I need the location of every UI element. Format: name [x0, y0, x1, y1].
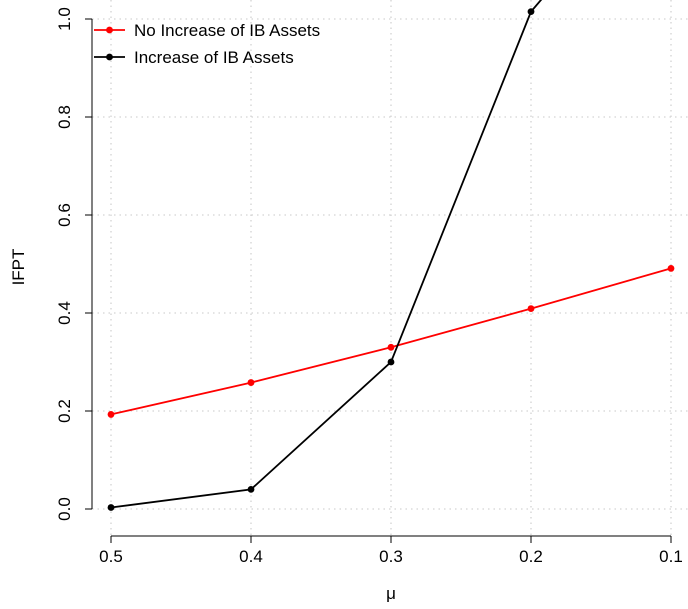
legend-marker: [106, 26, 113, 34]
y-tick-label: 0.6: [55, 203, 74, 227]
series-0-point: [667, 265, 675, 272]
y-tick-label: 0.8: [55, 105, 74, 129]
series-1-point: [247, 486, 255, 493]
series-1-point: [527, 8, 535, 16]
y-tick-label: 0.4: [55, 301, 74, 325]
y-tick-label: 0.0: [55, 497, 74, 521]
x-tick-label: 0.1: [659, 547, 683, 566]
series-1-point: [107, 504, 115, 511]
legend-label: No Increase of IB Assets: [134, 21, 320, 40]
series-0-point: [387, 343, 395, 351]
legend-label: Increase of IB Assets: [134, 48, 294, 67]
series-0-point: [107, 411, 115, 418]
legend: No Increase of IB Assets Increase of IB A…: [94, 21, 320, 67]
x-axis-label: μ: [386, 584, 396, 603]
x-tick-label: 0.4: [239, 547, 263, 566]
y-tick-label: 0.2: [55, 399, 74, 423]
grid: [92, 0, 688, 536]
x-tick-label: 0.2: [519, 547, 543, 566]
ticks: 0.5 0.4 0.3 0.2 0.1 0.0 0.2 0.4 0.6 0.8 1.0: [55, 7, 683, 566]
y-axis-label: IFPT: [9, 249, 28, 286]
legend-marker: [106, 53, 113, 61]
x-tick-label: 0.5: [99, 547, 123, 566]
x-tick-label: 0.3: [379, 547, 403, 566]
series-0-point: [247, 379, 255, 386]
series-0-point: [527, 305, 535, 312]
series-1-point: [387, 358, 395, 366]
axes: [91, 19, 671, 537]
y-tick-label: 1.0: [55, 7, 74, 31]
series: [107, 0, 675, 511]
